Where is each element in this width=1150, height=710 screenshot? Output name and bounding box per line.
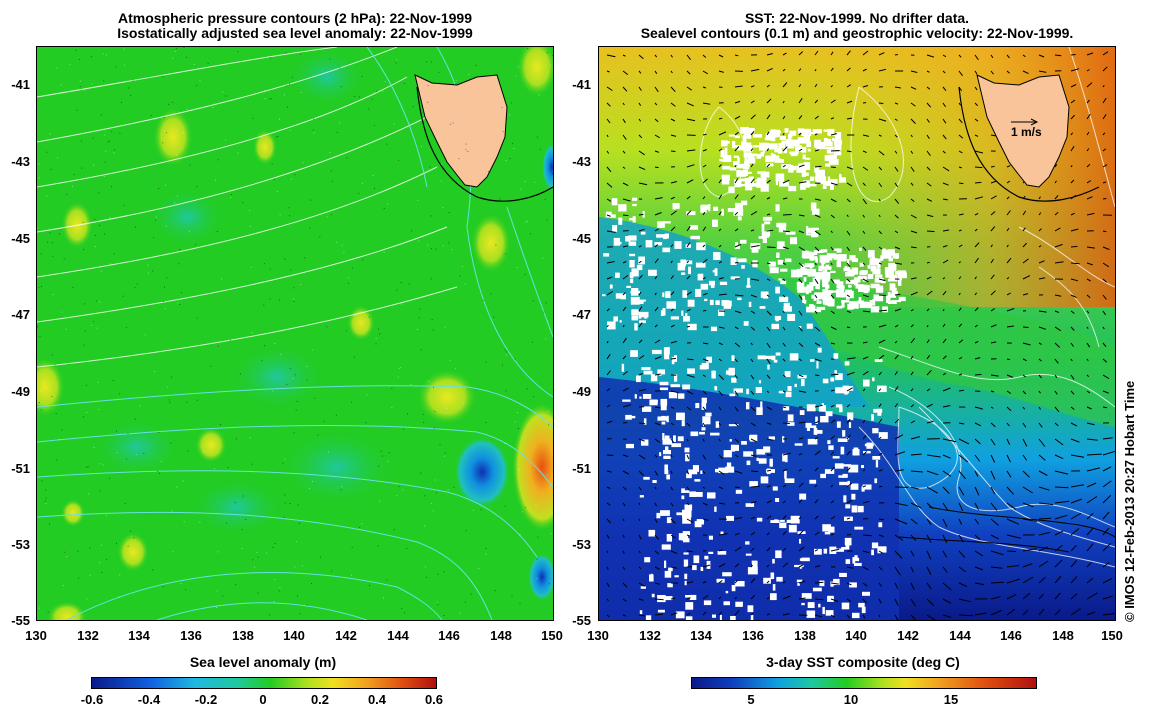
left-colorbar-tick: 0 (259, 692, 267, 707)
left-lon-tick: 130 (25, 628, 47, 643)
left-lon-tick: 132 (77, 628, 99, 643)
right-lon-tick: 132 (639, 628, 661, 643)
left-lon-tick: 142 (335, 628, 357, 643)
right-lon-tick: 142 (897, 628, 919, 643)
right-lon-tick: 140 (845, 628, 867, 643)
left-lat-tick: -53 (11, 537, 30, 552)
left-colorbar-tick: -0.6 (80, 692, 104, 707)
left-lon-tick: 150 (541, 628, 563, 643)
left-colorbar-tick: 0.6 (424, 692, 444, 707)
right-colorbar-tick: 5 (747, 692, 755, 707)
right-lon-tick: 150 (1101, 628, 1123, 643)
right-lat-tick: -53 (572, 537, 591, 552)
left-lon-tick: 134 (128, 628, 150, 643)
tasmania-land-right (976, 74, 1070, 188)
sst-map (599, 47, 1115, 620)
geostrophic-velocity-arrows (606, 50, 1115, 620)
right-title-line1: SST: 22-Nov-1999. No drifter data. (744, 10, 970, 26)
right-colorbar-tick: 10 (843, 692, 859, 707)
cloud-mask (602, 127, 907, 620)
sst-sealevel-contours (699, 47, 1115, 568)
right-title-line2: Sealevel contours (0.1 m) and geostrophi… (640, 25, 1074, 41)
left-lon-tick: 140 (283, 628, 305, 643)
right-lat-tick: -47 (572, 307, 591, 322)
right-lon-tick: 134 (690, 628, 712, 643)
imos-credit: © IMOS 12-Feb-2013 20:27 Hobart Time (1122, 380, 1137, 622)
left-lon-tick: 148 (490, 628, 512, 643)
sea-level-anomaly-map (37, 47, 553, 620)
left-colorbar-tick: -0.2 (194, 692, 218, 707)
right-lat-tick: -49 (572, 384, 591, 399)
left-title-line2: Isostatically adjusted sea level anomaly… (117, 25, 473, 41)
left-colorbar (91, 677, 437, 689)
left-lon-tick: 146 (438, 628, 460, 643)
left-colorbar-tick: -0.4 (137, 692, 161, 707)
left-lat-tick: -51 (11, 461, 30, 476)
left-colorbar-tick: 0.4 (367, 692, 387, 707)
right-map[interactable]: 1 m/s (598, 46, 1116, 621)
left-colorbar-label: Sea level anomaly (m) (189, 654, 337, 670)
left-lat-tick: -45 (11, 231, 30, 246)
right-lat-tick: -43 (572, 154, 591, 169)
sea-level-contours (37, 47, 553, 620)
right-colorbar-label: 3-day SST composite (deg C) (766, 654, 960, 670)
tasmania-land (414, 74, 508, 188)
left-lat-tick: -41 (11, 77, 30, 92)
right-lon-tick: 144 (949, 628, 971, 643)
right-lat-tick: -41 (572, 77, 591, 92)
right-lat-tick: -45 (572, 231, 591, 246)
right-lat-tick: -55 (572, 613, 591, 628)
pressure-contours (37, 47, 458, 368)
right-colorbar-tick: 15 (943, 692, 959, 707)
left-colorbar-tick: 0.2 (310, 692, 330, 707)
left-lon-tick: 136 (180, 628, 202, 643)
right-colorbar (691, 677, 1037, 689)
left-lat-tick: -55 (11, 613, 30, 628)
right-lon-tick: 130 (587, 628, 609, 643)
left-lat-tick: -43 (11, 154, 30, 169)
left-lon-tick: 138 (232, 628, 254, 643)
velocity-scale-label: 1 m/s (1011, 125, 1042, 139)
left-title-line1: Atmospheric pressure contours (2 hPa): 2… (118, 10, 472, 26)
left-lon-tick: 144 (387, 628, 409, 643)
coast-contour (416, 86, 553, 202)
left-map[interactable] (36, 46, 554, 621)
left-lat-tick: -49 (11, 384, 30, 399)
left-lat-tick: -47 (11, 307, 30, 322)
right-lon-tick: 136 (742, 628, 764, 643)
right-lon-tick: 148 (1052, 628, 1074, 643)
right-lon-tick: 138 (794, 628, 816, 643)
right-lon-tick: 146 (1000, 628, 1022, 643)
right-lat-tick: -51 (572, 461, 591, 476)
